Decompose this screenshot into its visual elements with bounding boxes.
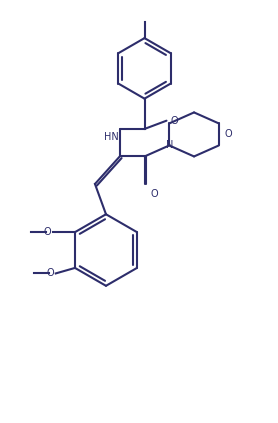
Text: O: O bbox=[150, 190, 158, 200]
Text: O: O bbox=[47, 269, 54, 278]
Text: O: O bbox=[171, 115, 178, 126]
Text: N: N bbox=[166, 140, 173, 151]
Text: O: O bbox=[224, 129, 232, 140]
Text: HN: HN bbox=[104, 132, 119, 142]
Text: O: O bbox=[44, 227, 52, 237]
